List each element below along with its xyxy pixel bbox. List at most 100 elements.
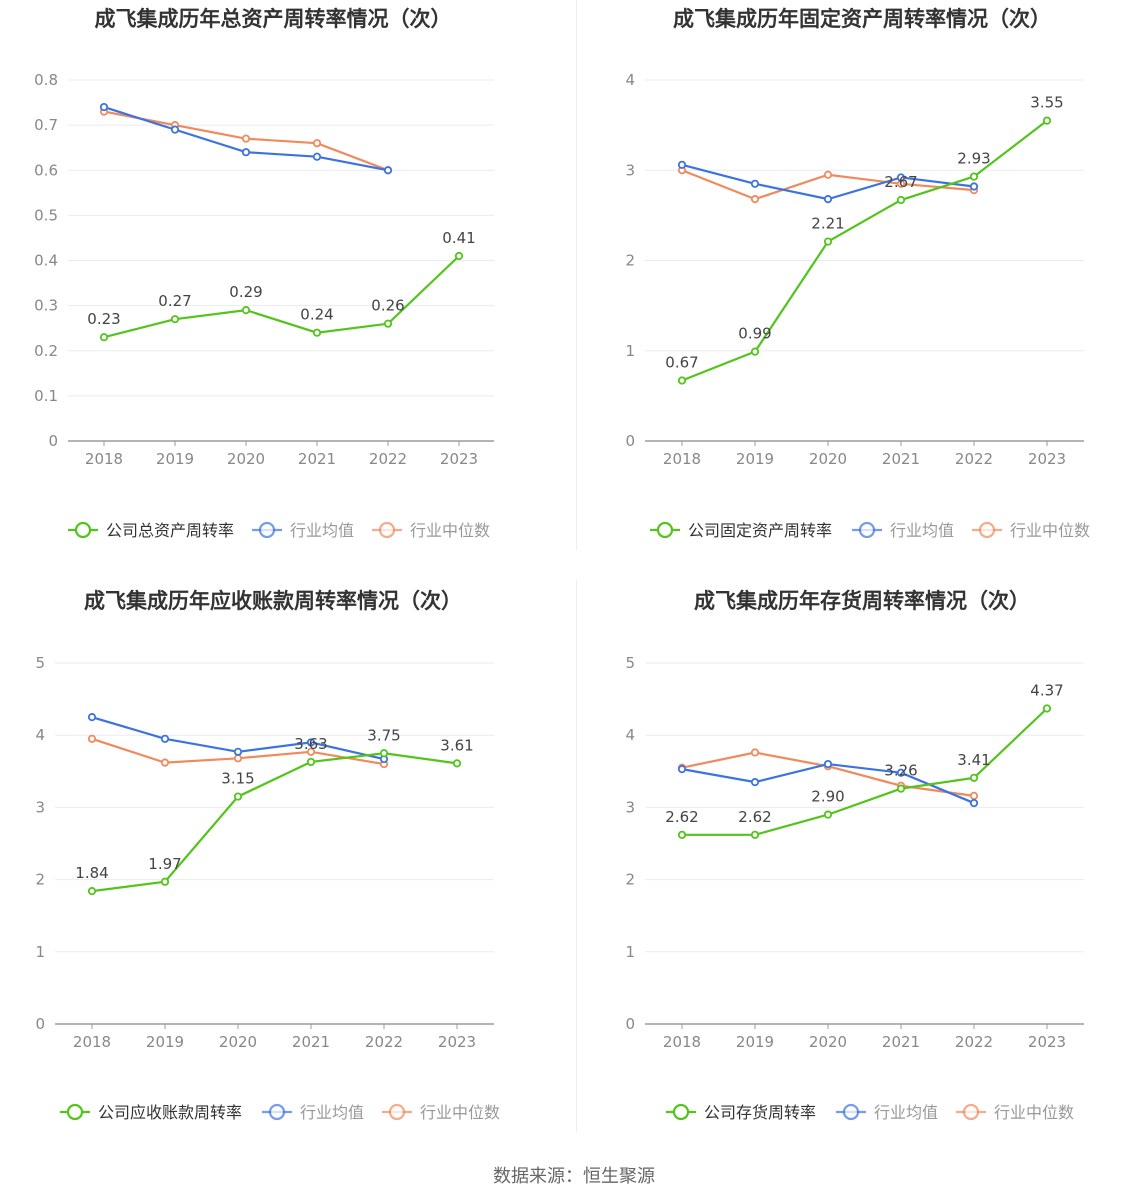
data-point-company [677, 376, 687, 385]
y-tick-label: 0.6 [34, 161, 58, 179]
x-tick-label: 2019 [146, 1033, 184, 1051]
data-label: 0.23 [87, 310, 120, 328]
x-tick-label: 2021 [298, 450, 336, 468]
data-point-company [823, 810, 833, 819]
data-point-avg [233, 747, 243, 756]
total-asset-turnover-chart: 成飞集成历年总资产周转率情况（次） 0 0.1 0.2 0.3 0.4 0.5 0.6 0.7 0… [0, 0, 574, 580]
data-point-company [454, 251, 464, 261]
data-point-company [87, 887, 97, 896]
data-point-median [87, 734, 97, 743]
data-point-company [312, 328, 322, 337]
data-point-median [233, 754, 243, 763]
inventory-turnover-chart: 成飞集成历年存货周转率情况（次） 0 1 2 3 4 5 2018 2019 2020 2021 20… [574, 582, 1148, 1162]
legend-marker [66, 1103, 84, 1121]
legend-label: 行业均值 [290, 521, 354, 540]
chart-svg: 成飞集成历年应收账款周转率情况（次） 0 1 2 3 4 5 2018 2019 2020 2021… [35, 589, 500, 1122]
x-tick-label: 2022 [369, 450, 407, 468]
data-point-avg [312, 152, 322, 161]
y-tick-label: 2 [625, 871, 635, 889]
data-point-avg [750, 778, 760, 787]
y-tick-label: 1 [625, 943, 635, 961]
legend-marker [978, 521, 996, 539]
data-point-company [233, 792, 243, 801]
data-point-avg [99, 102, 109, 112]
x-tick-label: 2019 [736, 1033, 774, 1051]
x-tick-label: 2020 [809, 1033, 847, 1051]
data-point-company [969, 773, 979, 782]
x-tick-label: 2021 [292, 1033, 330, 1051]
y-tick-label: 1 [35, 943, 45, 961]
data-label: 0.99 [738, 325, 771, 343]
data-point-company [170, 315, 180, 324]
x-tick-label: 2022 [955, 1033, 993, 1051]
data-point-avg [823, 195, 833, 204]
data-point-company [896, 195, 906, 205]
data-point-avg [823, 759, 833, 769]
data-label: 3.75 [367, 726, 400, 744]
data-point-avg [170, 125, 180, 134]
x-tick-label: 2019 [736, 450, 774, 468]
data-point-company [379, 749, 389, 758]
legend-marker [656, 521, 674, 539]
data-point-avg [306, 738, 316, 747]
data-point-company [383, 319, 393, 328]
x-tick-label: 2020 [809, 450, 847, 468]
chart-title: 成飞集成历年存货周转率情况（次） [694, 589, 1030, 613]
legend-marker [672, 1103, 690, 1121]
series-line-company [681, 119, 1048, 382]
data-label: 3.63 [294, 735, 327, 753]
data-point-avg [896, 768, 906, 777]
data-label: 2.90 [811, 788, 844, 806]
x-tick-label: 2020 [227, 450, 265, 468]
y-tick-label: 5 [625, 654, 635, 672]
legend-label: 行业均值 [890, 521, 954, 540]
y-tick-label: 4 [625, 726, 635, 744]
data-point-company [823, 237, 833, 246]
data-source-footer: 数据来源：恒生聚源 [493, 1166, 655, 1187]
data-point-company [306, 757, 316, 767]
y-tick-label: 5 [35, 654, 45, 672]
data-point-avg [969, 798, 979, 808]
x-tick-label: 2019 [156, 450, 194, 468]
data-point-median [241, 134, 251, 143]
x-tick-label: 2018 [663, 1033, 701, 1051]
legend-label: 公司固定资产周转率 [688, 521, 832, 540]
data-point-company [969, 172, 979, 181]
data-label: 3.26 [884, 762, 917, 780]
panel-divider [576, 0, 577, 550]
x-tick-label: 2021 [882, 450, 920, 468]
y-tick-label: 0 [625, 432, 635, 450]
chart-title: 成飞集成历年总资产周转率情况（次） [95, 7, 452, 31]
data-point-avg [677, 160, 687, 169]
y-tick-label: 0.3 [34, 297, 58, 315]
x-tick-label: 2022 [955, 450, 993, 468]
data-point-company [750, 830, 760, 839]
data-point-median [160, 758, 170, 767]
x-tick-label: 2018 [85, 450, 123, 468]
x-tick-label: 2021 [882, 1033, 920, 1051]
legend-label: 行业中位数 [1010, 521, 1090, 540]
data-label: 2.21 [811, 215, 844, 233]
legend-marker [388, 1103, 406, 1121]
legend-marker [842, 1103, 860, 1121]
data-point-avg [383, 166, 393, 175]
y-tick-label: 0.7 [34, 116, 58, 134]
chart-svg: 成飞集成历年固定资产周转率情况（次） 0 1 2 3 4 2018 2019 2020 2021 2… [625, 7, 1090, 540]
y-tick-label: 0.2 [34, 342, 58, 360]
legend-marker [858, 521, 876, 539]
data-point-median [750, 748, 760, 757]
data-label: 2.62 [665, 808, 698, 826]
legend-label: 行业中位数 [410, 521, 490, 540]
data-label: 3.15 [221, 770, 254, 788]
x-tick-label: 2023 [1028, 1033, 1066, 1051]
series-line-company [682, 707, 1048, 836]
data-label: 1.84 [75, 864, 108, 882]
data-point-company [896, 784, 906, 793]
y-tick-label: 4 [625, 71, 635, 89]
legend-label: 行业均值 [874, 1103, 938, 1122]
chart-svg: 成飞集成历年存货周转率情况（次） 0 1 2 3 4 5 2018 2019 2020 2021 20… [625, 589, 1084, 1122]
y-tick-label: 0.5 [34, 206, 58, 224]
legend-label: 行业均值 [300, 1103, 364, 1122]
fixed-asset-turnover-chart: 成飞集成历年固定资产周转率情况（次） 0 1 2 3 4 2018 2019 2020 2021 2… [574, 0, 1148, 580]
legend-marker [378, 521, 396, 539]
